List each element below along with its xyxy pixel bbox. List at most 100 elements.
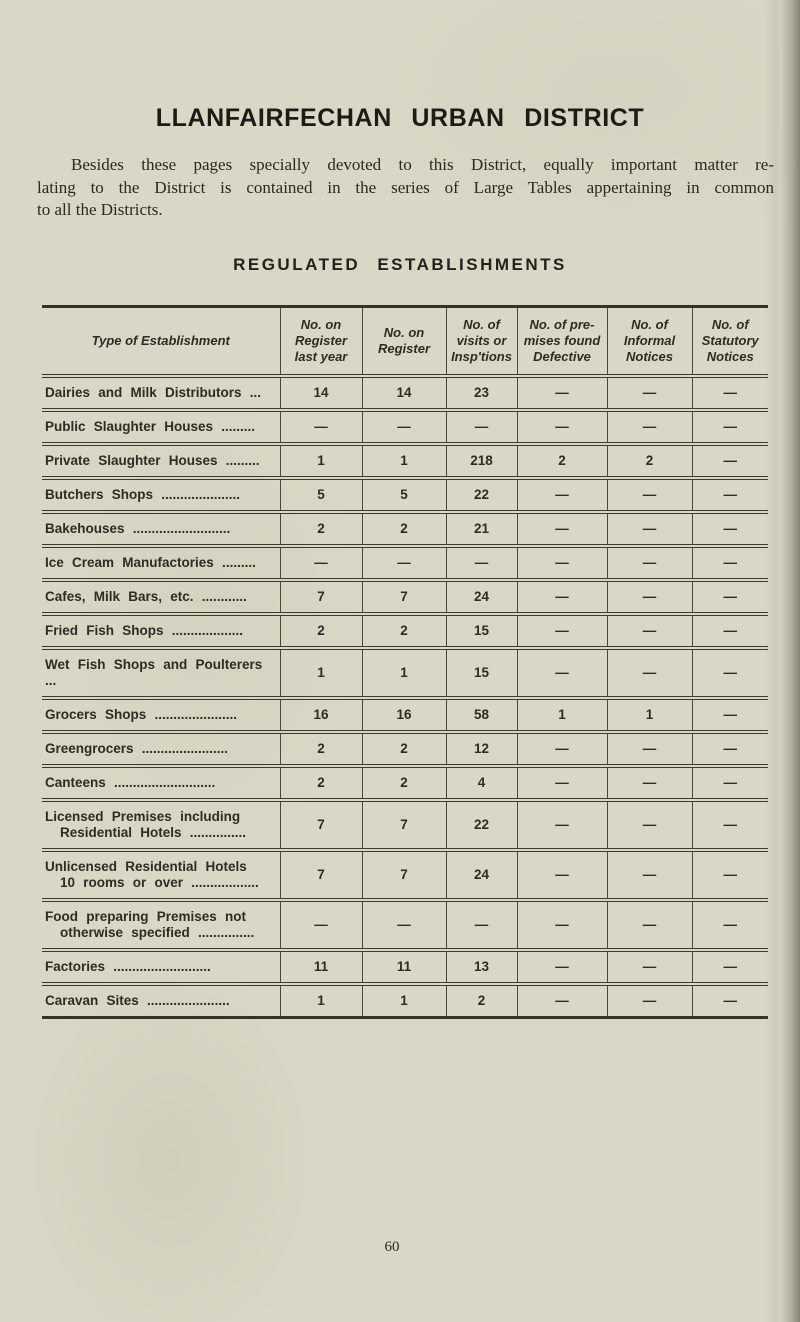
cell-value: 2 [361,511,446,548]
table-header-row: Type of Establishment No. on Register last … [42,306,768,378]
row-label: Dairies and Milk Distributors ... [42,375,280,412]
row-label: Butchers Shops ..................... [42,477,280,514]
cell-value: 5 [279,477,362,514]
row-label: Bakehouses .......................... [42,511,280,548]
cell-value: 15 [445,647,517,700]
cell-value: — [606,409,692,446]
cell-value: 218 [445,443,517,480]
column-header: No. of Informal Notices [606,306,692,378]
cell-value: — [691,613,768,650]
row-label: Canteens ........................... [42,765,280,802]
cell-value: — [279,899,362,952]
cell-value: — [516,545,607,582]
cell-value: 15 [445,613,517,650]
row-label: Greengrocers ....................... [42,731,280,768]
cell-value: 2 [445,983,517,1017]
cell-value: — [691,731,768,768]
cell-value: — [606,579,692,616]
cell-value: — [691,949,768,986]
cell-value: — [516,613,607,650]
cell-value: 2 [361,613,446,650]
cell-value: — [691,375,768,412]
cell-value: 2 [279,613,362,650]
table-body: Dairies and Milk Distributors ... 14 14 23—… [42,375,768,1017]
cell-value: 16 [279,697,362,734]
cell-value: 11 [361,949,446,986]
cell-value: — [691,511,768,548]
table-row: Food preparing Premises not otherwise spe… [42,899,768,952]
cell-value: 2 [516,443,607,480]
cell-value: — [691,443,768,480]
table-row: Private Slaughter Houses ......... 1 1 218 2… [42,443,768,480]
table-row: Bakehouses .......................... 2 2 2… [42,511,768,548]
cell-value: 2 [279,731,362,768]
cell-value: 1 [279,443,362,480]
table-heading: REGULATED ESTABLISHMENTS [233,254,567,274]
cell-value: — [691,983,768,1017]
intro-paragraph: Besides these pages specially devoted to… [37,154,774,222]
cell-value: — [606,849,692,902]
cell-value: — [361,545,446,582]
cell-value: — [279,409,362,446]
intro-line-2: lating to the District is contained in t… [37,177,774,197]
cell-value: 21 [445,511,517,548]
table-row: Wet Fish Shops and Poulterers ... 1 1 15— — — [42,647,768,700]
cell-value: — [445,899,517,952]
cell-value: — [606,799,692,852]
cell-value: 1 [361,647,446,700]
cell-value: 23 [445,375,517,412]
cell-value: — [516,511,607,548]
row-label: Public Slaughter Houses ......... [42,409,280,446]
cell-value: 1 [361,443,446,480]
cell-value: — [516,731,607,768]
cell-value: — [516,765,607,802]
table-row: Greengrocers ....................... 2 2 12… [42,731,768,768]
cell-value: — [606,477,692,514]
cell-value: 5 [361,477,446,514]
row-label: Private Slaughter Houses ......... [42,443,280,480]
cell-value: — [361,899,446,952]
table-row: Butchers Shops ..................... 5 5 22… [42,477,768,514]
cell-value: 1 [606,697,692,734]
cell-value: 16 [361,697,446,734]
table-row: Dairies and Milk Distributors ... 14 14 23—… [42,375,768,412]
cell-value: — [691,545,768,582]
cell-value: — [516,949,607,986]
table-row: Caravan Sites ...................... 1 1 2—… [42,983,768,1017]
cell-value: 2 [361,731,446,768]
cell-value: — [516,899,607,952]
cell-value: 14 [279,375,362,412]
cell-value: — [445,545,517,582]
cell-value: 7 [279,579,362,616]
cell-value: — [516,477,607,514]
cell-value: 4 [445,765,517,802]
row-label: Unlicensed Residential Hotels 10 rooms or… [42,849,280,902]
cell-value: 24 [445,579,517,616]
cell-value: — [516,409,607,446]
table-row: Public Slaughter Houses ......... — — — — — — [42,409,768,446]
cell-value: — [606,511,692,548]
page-number: 60 [384,1239,400,1255]
table-row: Fried Fish Shops ................... 2 2 15… [42,613,768,650]
cell-value: — [516,579,607,616]
cell-value: 14 [361,375,446,412]
cell-value: — [691,899,768,952]
table-row: Unlicensed Residential Hotels 10 rooms or… [42,849,768,902]
cell-value: — [516,375,607,412]
cell-value: — [691,477,768,514]
page-title: LLANFAIRFECHAN URBAN DISTRICT [155,104,645,132]
cell-value: 7 [361,579,446,616]
row-label: Fried Fish Shops ................... [42,613,280,650]
cell-value: 7 [361,799,446,852]
row-label: Licensed Premises including Residential H… [42,799,280,852]
cell-value: 2 [279,511,362,548]
row-label: Cafes, Milk Bars, etc. ............ [42,579,280,616]
cell-value: 7 [361,849,446,902]
cell-value: 7 [279,799,362,852]
cell-value: 2 [606,443,692,480]
cell-value: — [606,647,692,700]
cell-value: — [691,697,768,734]
table-row: Factories .......................... 11 11… [42,949,768,986]
cell-value: — [691,799,768,852]
